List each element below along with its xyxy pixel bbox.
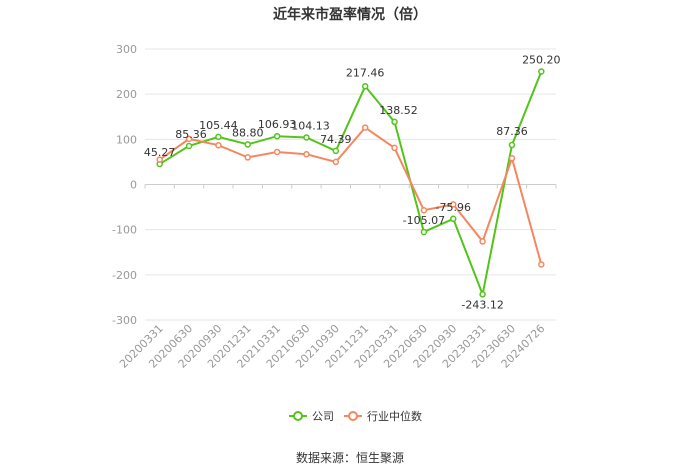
legend-marker: [293, 411, 303, 421]
data-label: 87.36: [496, 125, 528, 138]
data-point[interactable]: [538, 68, 545, 75]
y-tick-label: -100: [112, 224, 137, 237]
y-tick-label: 100: [116, 133, 137, 146]
data-label: 138.52: [379, 104, 418, 117]
data-label: 88.80: [232, 126, 264, 139]
data-point[interactable]: [420, 228, 428, 236]
data-label: 106.93: [258, 118, 297, 131]
data-label: -75.96: [436, 201, 471, 214]
x-axis-ticks: 2020033120200630202009302020123120210331…: [117, 184, 557, 371]
data-point[interactable]: [332, 147, 340, 155]
data-label: 74.39: [320, 133, 352, 146]
y-tick-label: -200: [112, 269, 137, 282]
data-point[interactable]: [156, 156, 163, 163]
data-label: 105.44: [199, 119, 238, 132]
data-point[interactable]: [303, 134, 310, 141]
data-point[interactable]: [273, 148, 281, 156]
y-tick-label: 0: [130, 179, 137, 192]
data-point[interactable]: [450, 215, 457, 223]
data-point[interactable]: [391, 144, 398, 152]
data-point[interactable]: [538, 261, 545, 268]
series-group: [156, 68, 545, 298]
data-point[interactable]: [420, 206, 428, 214]
legend[interactable]: 公司 行业中位数: [289, 409, 422, 423]
data-point[interactable]: [185, 142, 193, 150]
data-point[interactable]: [244, 154, 251, 161]
data-point[interactable]: [391, 118, 398, 126]
chart-title: 近年来市盈率情况（倍）: [273, 6, 427, 23]
series-line: [159, 71, 543, 298]
data-point[interactable]: [479, 291, 486, 298]
data-point[interactable]: [273, 132, 281, 140]
data-point[interactable]: [215, 141, 222, 149]
data-point[interactable]: [479, 238, 486, 245]
data-point[interactable]: [361, 124, 369, 131]
y-tick-label: 300: [116, 43, 137, 56]
data-point[interactable]: [244, 141, 251, 148]
series-line: [159, 126, 543, 265]
legend-item-1[interactable]: 行业中位数: [344, 409, 422, 423]
data-label: 104.13: [291, 119, 330, 132]
data-point[interactable]: [450, 201, 457, 208]
y-tick-label: 200: [116, 88, 137, 101]
series-1: [156, 124, 545, 268]
data-point[interactable]: [508, 155, 516, 162]
data-point[interactable]: [508, 141, 516, 149]
legend-item-0[interactable]: 公司: [289, 410, 334, 423]
data-label: 250.20: [522, 53, 561, 66]
data-source: 数据来源：恒生聚源: [296, 450, 404, 465]
data-point[interactable]: [332, 158, 340, 166]
data-point[interactable]: [185, 135, 193, 143]
y-axis-ticks: 300 200 100 0 -100 -200 -300: [112, 43, 137, 327]
data-point[interactable]: [361, 83, 369, 90]
data-label: 85.36: [175, 128, 207, 141]
data-label: -243.12: [461, 298, 503, 311]
data-label: 45.27: [144, 146, 176, 159]
legend-marker: [348, 411, 358, 421]
y-tick-label: -300: [112, 314, 137, 327]
legend-label: 行业中位数: [367, 409, 422, 423]
data-point[interactable]: [215, 133, 222, 141]
data-label: -105.07: [403, 214, 445, 227]
data-label: 217.46: [346, 66, 385, 79]
legend-label: 公司: [312, 410, 334, 423]
series-0: [156, 68, 545, 298]
data-point[interactable]: [303, 150, 310, 158]
